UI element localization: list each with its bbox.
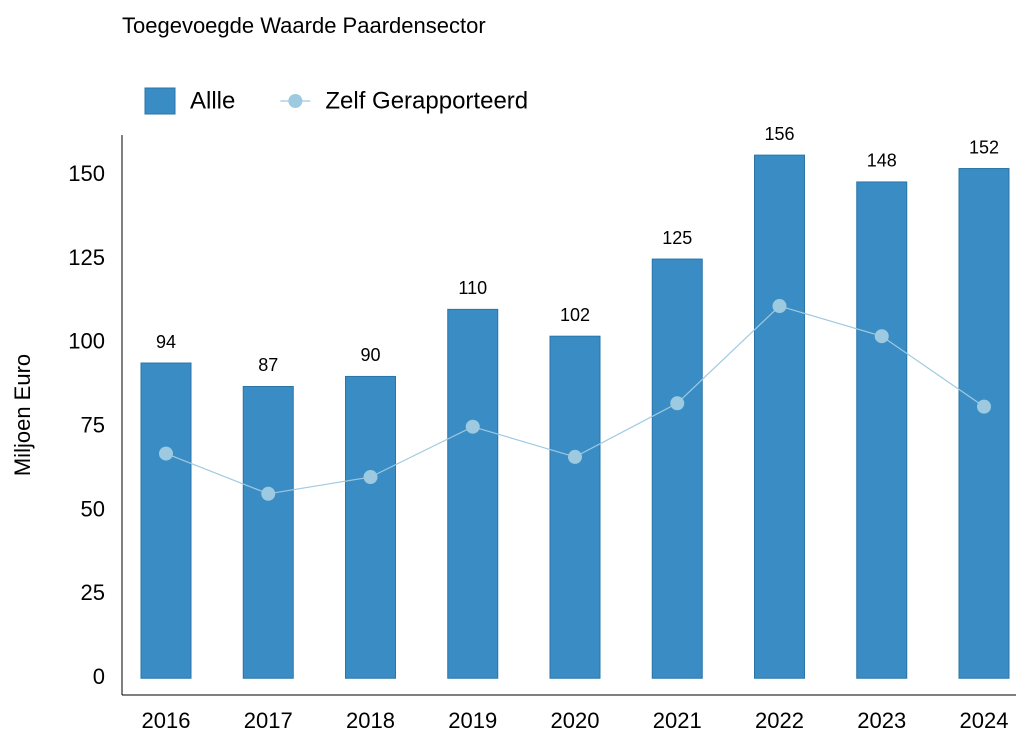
point xyxy=(874,329,889,344)
y-tick-label: 150 xyxy=(68,161,105,186)
x-tick-label: 2017 xyxy=(244,708,293,733)
legend-swatch xyxy=(144,87,176,115)
data-label: 94 xyxy=(156,332,176,352)
point xyxy=(159,446,173,461)
data-label: 125 xyxy=(662,228,692,248)
data-label: 156 xyxy=(764,124,794,144)
point xyxy=(363,470,378,485)
y-axis-label: Miljoen Euro xyxy=(10,354,35,476)
point xyxy=(670,396,685,411)
data-label: 102 xyxy=(560,305,590,325)
bar xyxy=(447,308,499,679)
point xyxy=(977,399,991,414)
legend-label: Allle xyxy=(190,87,235,114)
y-tick-label: 100 xyxy=(68,329,105,354)
y-tick-label: 0 xyxy=(93,664,105,689)
bar xyxy=(345,375,396,679)
bar xyxy=(242,385,294,679)
x-tick-label: 2018 xyxy=(346,708,395,733)
data-label: 148 xyxy=(867,151,897,171)
x-tick-label: 2022 xyxy=(755,708,804,733)
x-tick-label: 2019 xyxy=(448,708,497,733)
y-tick-label: 50 xyxy=(81,496,105,521)
legend-swatch xyxy=(288,94,303,108)
y-tick-label: 75 xyxy=(81,413,105,438)
bar xyxy=(754,154,805,679)
chart-title: Toegevoegde Waarde Paardensector xyxy=(122,13,486,38)
bar xyxy=(549,335,601,679)
bar xyxy=(958,168,1010,679)
data-label: 90 xyxy=(360,345,380,365)
x-tick-label: 2023 xyxy=(857,708,906,733)
bar xyxy=(856,181,908,679)
bar xyxy=(651,258,703,679)
y-tick-label: 25 xyxy=(81,580,105,605)
point xyxy=(465,419,480,434)
y-tick-label: 125 xyxy=(68,245,105,270)
x-tick-label: 2020 xyxy=(551,708,600,733)
x-tick-label: 2021 xyxy=(653,708,702,733)
data-label: 152 xyxy=(969,137,999,157)
point xyxy=(772,299,787,314)
x-tick-label: 2024 xyxy=(960,708,1009,733)
data-label: 87 xyxy=(258,355,278,375)
data-label: 110 xyxy=(458,278,487,298)
legend-label: Zelf Gerapporteerd xyxy=(325,87,528,114)
point xyxy=(568,449,582,464)
bar xyxy=(140,362,192,679)
x-tick-label: 2016 xyxy=(142,708,191,733)
point xyxy=(261,486,276,501)
